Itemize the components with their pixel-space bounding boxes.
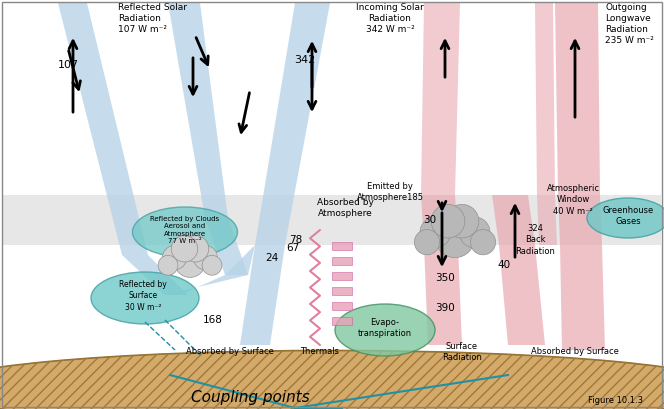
- Polygon shape: [535, 3, 555, 195]
- Circle shape: [414, 229, 440, 255]
- Polygon shape: [58, 3, 148, 255]
- Polygon shape: [492, 195, 535, 245]
- Circle shape: [193, 245, 218, 270]
- Text: 30: 30: [424, 215, 436, 225]
- Text: 78: 78: [290, 235, 303, 245]
- Text: 350: 350: [435, 273, 455, 283]
- Text: Incoming Solar
Radiation
342 W m⁻²: Incoming Solar Radiation 342 W m⁻²: [356, 3, 424, 34]
- Circle shape: [436, 218, 475, 258]
- Text: Reflected by Clouds
Aerosol and
Atmosphere
77 W m⁻²: Reflected by Clouds Aerosol and Atmosphe…: [151, 216, 220, 244]
- Text: 390: 390: [435, 303, 455, 313]
- Polygon shape: [122, 255, 188, 295]
- Text: 67: 67: [286, 243, 299, 253]
- Ellipse shape: [335, 304, 435, 356]
- Ellipse shape: [587, 198, 664, 238]
- Text: 342: 342: [294, 55, 315, 65]
- Polygon shape: [165, 245, 255, 295]
- Circle shape: [470, 229, 495, 255]
- Text: Coupling points: Coupling points: [191, 390, 309, 405]
- Text: Emitted by
Atmosphere185: Emitted by Atmosphere185: [357, 182, 424, 202]
- Text: 107: 107: [58, 60, 78, 70]
- Text: Figure 10.1.3: Figure 10.1.3: [588, 396, 643, 405]
- Text: Outgoing
Longwave
Radiation
235 W m⁻²: Outgoing Longwave Radiation 235 W m⁻²: [605, 3, 654, 45]
- Polygon shape: [421, 3, 460, 195]
- Circle shape: [431, 204, 465, 238]
- Ellipse shape: [0, 351, 664, 409]
- Text: Absorbed by
Atmosphere: Absorbed by Atmosphere: [317, 198, 373, 218]
- Bar: [332, 272, 352, 280]
- Text: Absorbed by Surface: Absorbed by Surface: [531, 348, 619, 357]
- Polygon shape: [240, 245, 285, 345]
- Circle shape: [158, 255, 178, 275]
- Bar: [332, 302, 352, 310]
- Text: 168: 168: [203, 315, 223, 325]
- Ellipse shape: [91, 272, 199, 324]
- Polygon shape: [560, 245, 605, 350]
- Bar: [332, 257, 352, 265]
- Ellipse shape: [133, 207, 238, 257]
- Polygon shape: [555, 3, 600, 195]
- Text: 40: 40: [497, 260, 511, 270]
- Text: Greenhouse
Gases: Greenhouse Gases: [602, 206, 653, 226]
- Text: Evapo-
transpiration: Evapo- transpiration: [358, 318, 412, 338]
- Text: Thermals: Thermals: [301, 348, 339, 357]
- Bar: [332, 317, 352, 325]
- Polygon shape: [537, 195, 557, 245]
- Text: Absorbed by Surface: Absorbed by Surface: [186, 348, 274, 357]
- Circle shape: [445, 204, 479, 238]
- Text: Reflected Solar
Radiation
107 W m⁻²: Reflected Solar Radiation 107 W m⁻²: [118, 3, 187, 34]
- Circle shape: [183, 236, 208, 262]
- Circle shape: [202, 255, 222, 275]
- Text: Atmospheric
Window
40 W m⁻²: Atmospheric Window 40 W m⁻²: [546, 184, 600, 216]
- Bar: [332, 287, 352, 295]
- Text: 324
Back
Radiation: 324 Back Radiation: [515, 225, 555, 256]
- Circle shape: [175, 247, 205, 277]
- Text: 24: 24: [266, 253, 279, 263]
- Polygon shape: [424, 245, 462, 345]
- Polygon shape: [421, 195, 458, 245]
- Polygon shape: [168, 3, 228, 218]
- Bar: [3, 195, 661, 245]
- Text: Surface
Radiation: Surface Radiation: [442, 342, 482, 362]
- Circle shape: [163, 245, 187, 270]
- Circle shape: [171, 236, 198, 262]
- Polygon shape: [558, 195, 602, 245]
- Text: Reflected by
Surface
30 W m⁻²: Reflected by Surface 30 W m⁻²: [119, 281, 167, 312]
- Polygon shape: [205, 218, 248, 275]
- Circle shape: [420, 217, 451, 248]
- Bar: [332, 242, 352, 250]
- Polygon shape: [499, 245, 545, 345]
- Circle shape: [459, 217, 490, 248]
- Polygon shape: [255, 3, 330, 245]
